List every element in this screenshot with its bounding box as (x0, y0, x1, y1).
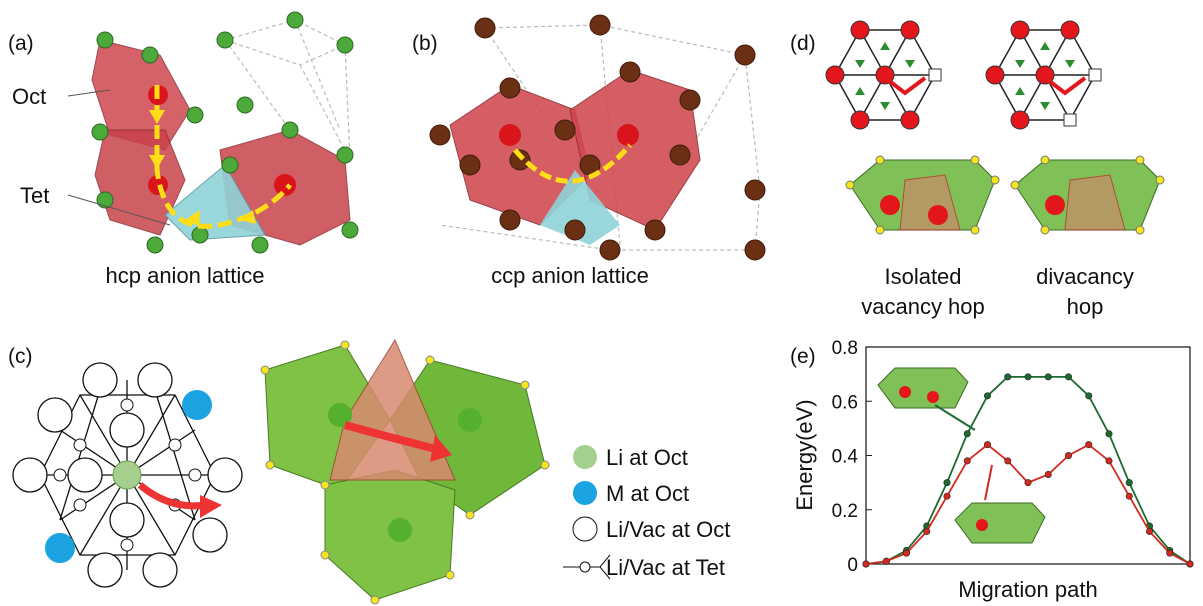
data-point (1044, 470, 1052, 478)
cations (825, 20, 1080, 130)
hop-arrow (1046, 76, 1087, 96)
legend-text: M at Oct (606, 481, 689, 506)
data-point (1125, 492, 1133, 500)
data-point (983, 441, 991, 449)
anions (91, 11, 359, 254)
data-point (1004, 373, 1012, 381)
tet-sites (855, 42, 1075, 110)
data-point (1166, 549, 1174, 557)
caption: divacancy (1036, 264, 1134, 289)
data-point (1044, 373, 1052, 381)
panel-d: (d) Isolated vacancy hop divacancy hop (790, 20, 1165, 319)
hop-path (154, 85, 292, 229)
data-point (1105, 457, 1113, 465)
y-tick-label: 0.2 (832, 501, 858, 522)
data-point (1085, 392, 1093, 400)
data-point (862, 560, 870, 568)
legend-text: Li at Oct (606, 445, 688, 470)
hop-arrow (137, 482, 206, 510)
legend-text: Li/Vac at Oct (606, 517, 730, 542)
caption: hop (1067, 294, 1104, 319)
data-point (1186, 560, 1194, 568)
inset-bottom (954, 464, 1046, 544)
legend-tet (563, 554, 611, 580)
panel-label: (b) (412, 32, 438, 55)
panel-label: (c) (8, 345, 33, 368)
polyhedra-right (1010, 155, 1165, 235)
data-point (1125, 479, 1133, 487)
data-point (963, 457, 971, 465)
polyhedra (260, 338, 550, 605)
panel-b: (b) ccp anion lattice (412, 14, 766, 288)
hop-arrow (886, 76, 927, 96)
oct-sites (12, 362, 243, 588)
legend-oct (572, 516, 598, 542)
y-tick-label: 0.8 (832, 338, 858, 359)
hop-path (513, 143, 632, 184)
y-axis-label: Energy(eV) (792, 399, 817, 510)
panel-label: (d) (790, 32, 816, 55)
caption: hcp anion lattice (106, 263, 265, 288)
data-point (1085, 441, 1093, 449)
data-point (902, 549, 910, 557)
panel-label: (e) (790, 345, 816, 368)
caption: vacancy hop (861, 294, 985, 319)
m-site (182, 390, 212, 420)
data-point (983, 392, 991, 400)
legend-m (573, 481, 597, 505)
panel-a: (a) Oct Tet hcp anion lattice (8, 11, 359, 288)
caption: Isolated (884, 264, 961, 289)
data-point (1146, 527, 1154, 535)
panel-e: (e) Migration path Energy(eV) 0 0.2 0.4 0.6… (790, 338, 1194, 602)
data-point (882, 557, 890, 565)
li-site (112, 460, 142, 490)
y-tick-label: 0.6 (832, 392, 858, 413)
caption: ccp anion lattice (491, 263, 649, 288)
anions (429, 14, 766, 261)
data-point (1004, 457, 1012, 465)
arrowhead (200, 495, 222, 518)
inset-top (877, 367, 976, 431)
data-point (963, 430, 971, 438)
arrowheads (149, 110, 256, 226)
vacancies (928, 68, 1102, 127)
panel-label: (a) (8, 32, 34, 55)
data-point (1065, 373, 1073, 381)
site-label: Tet (20, 183, 49, 208)
data-point (943, 479, 951, 487)
panel-c: (c) Li at Oct M at Oct Li/Vac at Oct Li/… (8, 338, 730, 605)
cations (499, 124, 639, 146)
legend-text: Li/Vac at Tet (606, 555, 725, 580)
data-point (923, 527, 931, 535)
m-site (45, 533, 75, 563)
leaders (67, 89, 171, 226)
site-label: Oct (12, 84, 46, 109)
y-tick-label: 0 (847, 555, 858, 576)
tetrahedron (540, 170, 620, 245)
legend-li (573, 445, 597, 469)
data-point (1065, 451, 1073, 459)
y-tick-label: 0.4 (832, 447, 859, 468)
data-point (1105, 430, 1113, 438)
data-point (1024, 373, 1032, 381)
data-point (1024, 479, 1032, 487)
x-axis-label: Migration path (958, 577, 1097, 602)
polyhedra-left (845, 155, 1000, 235)
data-point (943, 492, 951, 500)
